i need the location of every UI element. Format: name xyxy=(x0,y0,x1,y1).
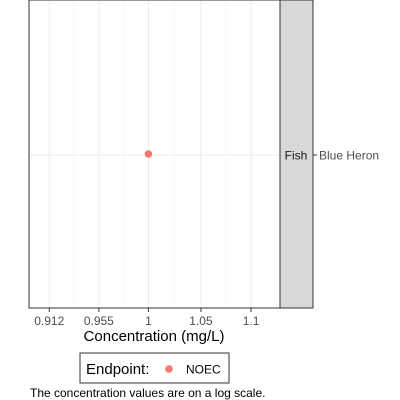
legend-marker-noec xyxy=(165,365,173,373)
facet-strip xyxy=(279,0,314,309)
x-tick-label: 0.955 xyxy=(84,314,114,328)
legend-label-noec: NOEC xyxy=(186,363,221,377)
x-ticks: 0.912 0.955 1 1.05 1.1 xyxy=(34,308,260,328)
legend-title: Endpoint: xyxy=(86,361,149,378)
x-axis-title: Concentration (mg/L) xyxy=(84,328,225,345)
data-point-noec xyxy=(144,150,153,158)
points xyxy=(144,150,153,158)
y-tick-label: Blue Heron xyxy=(319,149,379,163)
legend-box xyxy=(79,352,230,384)
x-tick-label: 1.05 xyxy=(189,314,213,328)
caption: The concentration values are on a log sc… xyxy=(30,386,265,400)
x-tick-label: 1 xyxy=(145,314,152,328)
x-tick-label: 1.1 xyxy=(243,314,260,328)
facet-label: Fish xyxy=(285,149,308,163)
grid xyxy=(48,0,252,308)
plot-panel xyxy=(29,0,280,308)
x-tick-label: 0.912 xyxy=(34,314,64,328)
